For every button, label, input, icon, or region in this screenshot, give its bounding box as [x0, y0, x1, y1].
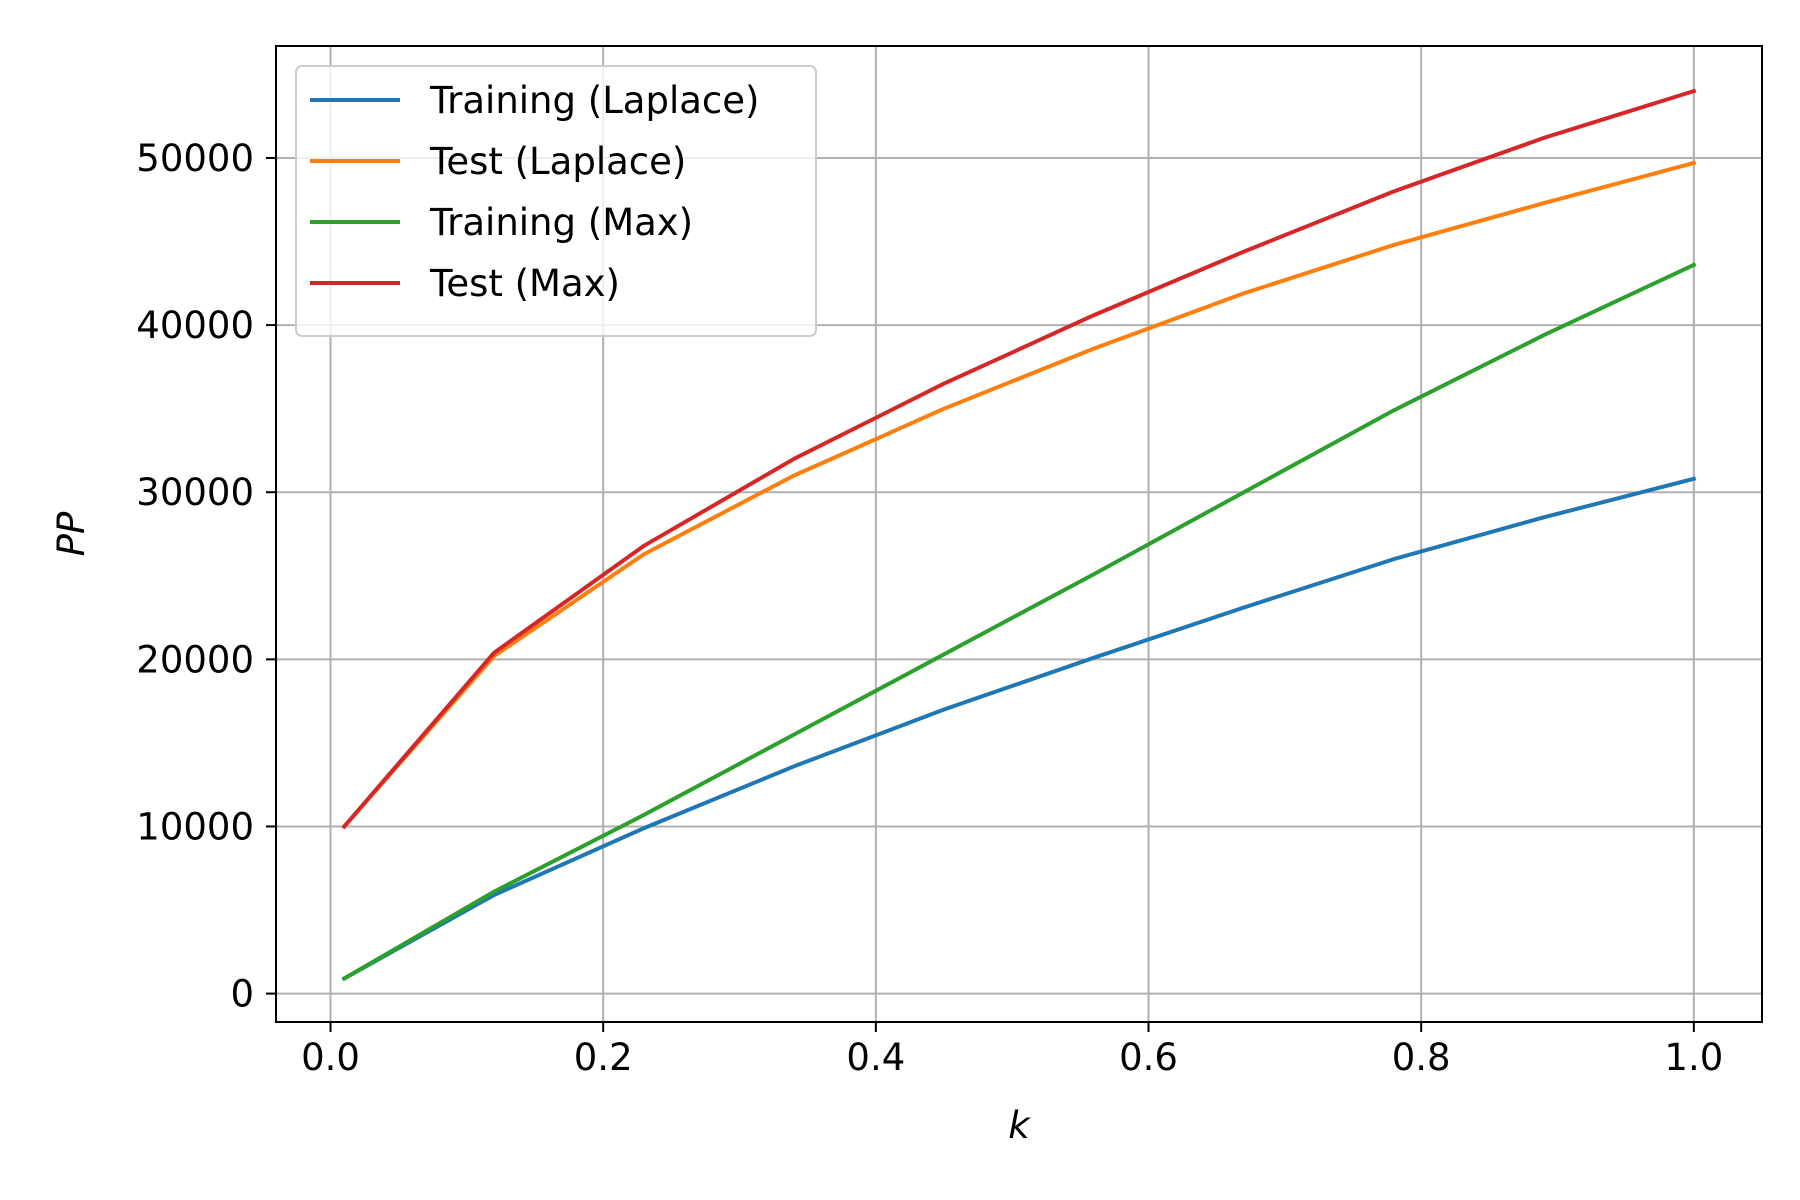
legend-box — [295, 65, 817, 337]
series-line — [341, 262, 1697, 982]
plot-frame — [275, 45, 1763, 1023]
y-tick-label: 10000 — [136, 805, 254, 848]
series-line — [341, 160, 1697, 830]
x-tick-label: 0.4 — [846, 1036, 905, 1079]
y-tick-label: 30000 — [136, 471, 254, 514]
y-axis-label: PP — [50, 511, 93, 556]
legend: Training (Laplace) Test (Laplace) Training… — [295, 65, 817, 337]
x-tick-label: 0.0 — [301, 1036, 360, 1079]
x-tick-label: 1.0 — [1664, 1036, 1723, 1079]
x-tick-label: 0.8 — [1392, 1036, 1451, 1079]
y-tick-label: 50000 — [136, 137, 254, 180]
series-lines — [341, 88, 1697, 982]
x-tick-label: 0.2 — [574, 1036, 633, 1079]
x-tick-label: 0.6 — [1119, 1036, 1178, 1079]
series-line — [341, 476, 1697, 982]
y-tick-label: 0 — [230, 973, 254, 1016]
y-tick-label: 40000 — [136, 304, 254, 347]
y-tick-label: 20000 — [136, 638, 254, 681]
legend-label: Training (Laplace) — [429, 79, 759, 122]
axis-ticks: 0.0 0.2 0.4 0.6 0.8 1.0 0 10000 20000 30000 40000 5… — [136, 137, 1723, 1079]
legend-label: Test (Max) — [429, 262, 620, 305]
series-line — [341, 88, 1697, 830]
legend-label: Training (Max) — [429, 201, 693, 244]
x-axis-label: k — [1008, 1104, 1031, 1147]
legend-label: Test (Laplace) — [429, 140, 686, 183]
